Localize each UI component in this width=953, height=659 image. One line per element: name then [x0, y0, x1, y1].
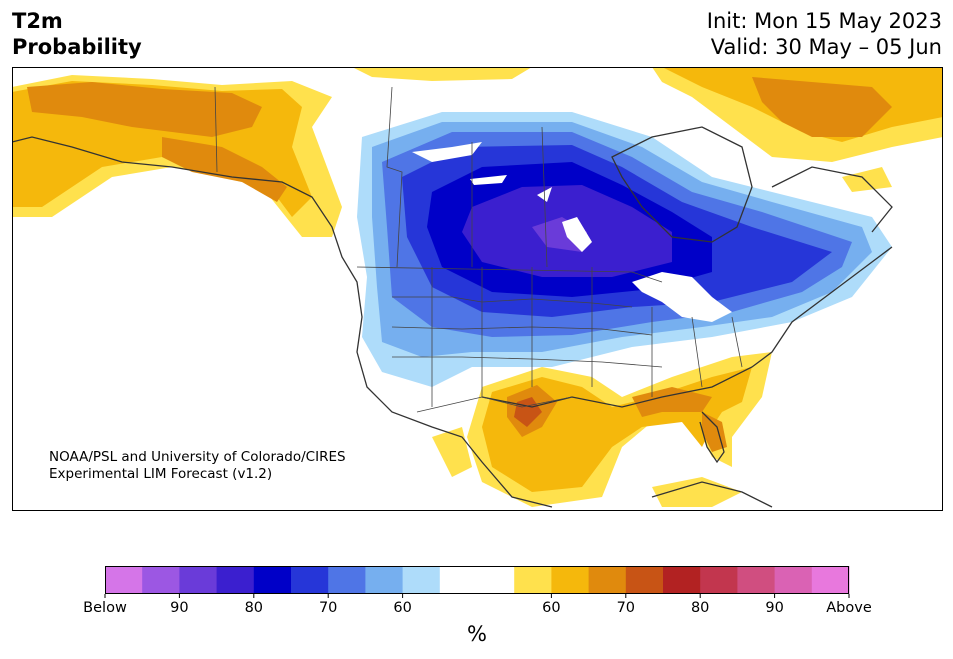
- colorbar-swatch: [105, 566, 143, 594]
- colorbar-swatch: [365, 566, 404, 594]
- colorbar-swatch: [253, 566, 292, 594]
- init-date: Init: Mon 15 May 2023: [706, 9, 942, 33]
- credit-line-2: Experimental LIM Forecast (v1.2): [49, 466, 273, 482]
- map-title: T2m Probability: [12, 8, 142, 60]
- warm-region-arctic: [352, 67, 943, 192]
- colorbar-swatch: [216, 566, 255, 594]
- credit-line-1: NOAA/PSL and University of Colorado/CIRE…: [49, 449, 346, 465]
- colorbar-swatch: [328, 566, 366, 594]
- colorbar-tick-label: 80: [690, 600, 710, 616]
- lakes: [412, 142, 732, 322]
- colorbar-swatch: [402, 566, 441, 594]
- colorbar-swatch: [551, 566, 590, 594]
- valid-date: Valid: 30 May – 05 Jun: [710, 35, 942, 59]
- colorbar-swatch: [700, 566, 738, 594]
- colorbar-swatch: [625, 566, 664, 594]
- colorbar-tick-label: 90: [765, 600, 784, 616]
- colorbar-tick-label: 80: [244, 600, 264, 616]
- credit-text: NOAA/PSL and University of Colorado/CIRE…: [49, 449, 346, 483]
- colorbar-swatch: [588, 566, 627, 594]
- colorbar-tick-label: 90: [170, 600, 189, 616]
- warm-region-northwest: [12, 75, 342, 237]
- colorbar-swatch: [439, 566, 478, 594]
- colorbar-tick-label: 70: [318, 600, 338, 616]
- title-line-2: Probability: [12, 35, 142, 59]
- colorbar-swatch: [514, 566, 552, 594]
- political-borders: [214, 86, 743, 413]
- colorbar-tick-label: 60: [542, 600, 561, 616]
- colorbar-swatch: [737, 566, 776, 594]
- forecast-dates: Init: Mon 15 May 2023 Valid: 30 May – 05…: [707, 8, 942, 60]
- colorbar-swatch: [774, 566, 813, 594]
- colorbar-swatch: [663, 566, 701, 594]
- colorbar-swatch: [811, 566, 850, 594]
- probability-map: [12, 67, 943, 511]
- colorbar-tick-label: 70: [616, 600, 636, 616]
- colorbar-tick-label: Below: [83, 600, 127, 616]
- colorbar-tick-label: 60: [393, 600, 412, 616]
- colorbar-tick-label: Above: [826, 600, 872, 616]
- colorbar-swatch: [291, 566, 329, 594]
- colorbar-swatch: [477, 566, 515, 594]
- warm-region-south: [432, 352, 772, 507]
- colorbar-unit: %: [467, 622, 487, 646]
- colorbar-swatch: [179, 566, 218, 594]
- colorbar-swatch: [142, 566, 180, 594]
- title-line-1: T2m: [12, 9, 63, 33]
